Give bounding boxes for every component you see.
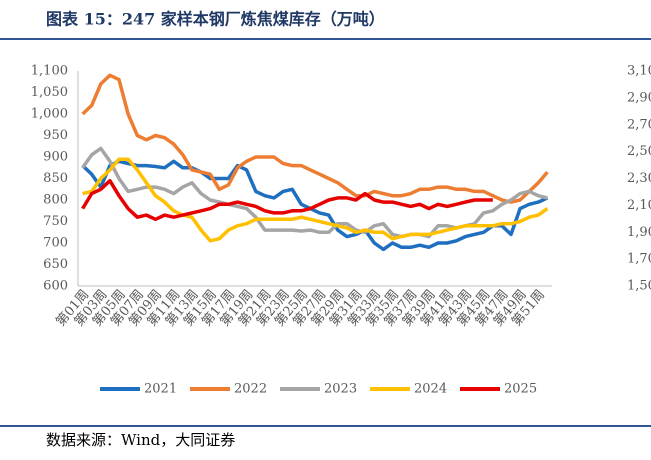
legend-label: 2024 xyxy=(414,382,447,397)
y-tick-label: 950 xyxy=(43,128,68,143)
y-tick-label: 2,500 xyxy=(627,144,651,159)
y-tick-label: 2,100 xyxy=(627,198,651,213)
y-tick-label: 850 xyxy=(43,171,68,186)
y-tick-label: 700 xyxy=(43,236,68,251)
y-tick-label: 1,500 xyxy=(627,279,651,294)
y-tick-label: 800 xyxy=(43,193,68,208)
series-line xyxy=(81,178,493,222)
y-tick-label: 2,900 xyxy=(627,90,651,105)
y-tick-label: 1,900 xyxy=(627,225,651,240)
y-tick-label: 2,700 xyxy=(627,117,651,132)
legend-label: 2022 xyxy=(234,382,267,397)
title: 图表 15：247 家样本钢厂炼焦煤库存（万吨） xyxy=(46,10,385,29)
y-tick-label: 1,000 xyxy=(31,107,68,122)
y-tick-label: 650 xyxy=(43,257,68,272)
series-line xyxy=(81,159,549,252)
y-tick-label: 1,100 xyxy=(31,64,68,79)
y-tick-label: 1,700 xyxy=(627,252,651,267)
y-tick-label: 2,300 xyxy=(627,171,651,186)
y-tick-label: 600 xyxy=(43,279,68,294)
y-tick-label: 1,050 xyxy=(31,85,68,100)
source: 数据来源：Wind，大同证券 xyxy=(46,431,235,449)
y-tick-label: 750 xyxy=(43,214,68,229)
legend-label: 2025 xyxy=(504,382,537,397)
series-line xyxy=(81,73,549,204)
y-tick-label: 3,100 xyxy=(627,64,651,79)
legend-label: 2021 xyxy=(144,382,177,397)
legend-label: 2023 xyxy=(324,382,357,397)
y-tick-label: 900 xyxy=(43,150,68,165)
series-line xyxy=(82,157,549,243)
